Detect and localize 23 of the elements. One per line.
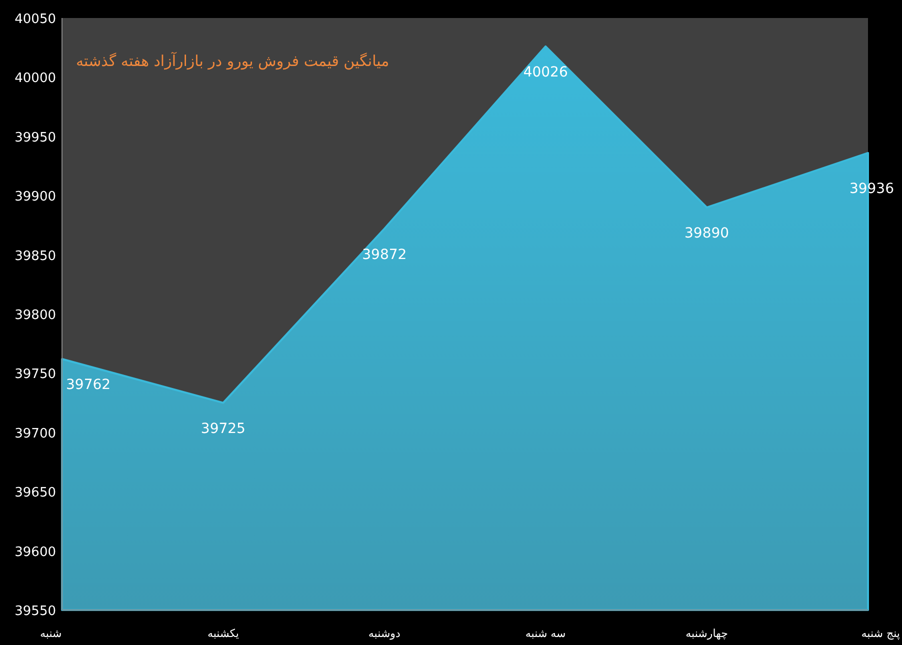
y-tick-label: 40050 bbox=[14, 12, 56, 27]
y-tick-label: 39700 bbox=[14, 426, 56, 442]
y-tick-label: 39600 bbox=[14, 544, 56, 560]
y-tick-label: 39900 bbox=[14, 190, 56, 205]
data-label: 39725 bbox=[200, 420, 246, 437]
data-label: 39890 bbox=[684, 225, 730, 242]
text: میانگین قیمت فروش یورو در بازارآزاد هفته گذشته bbox=[76, 51, 390, 70]
y-tick-label: 39850 bbox=[14, 248, 56, 264]
y-tick-label: 39650 bbox=[14, 486, 56, 501]
x-tick-label: چهارشنبه bbox=[686, 627, 728, 640]
y-tick-label: 39550 bbox=[14, 604, 56, 619]
data-label: 39872 bbox=[362, 246, 407, 263]
y-tick-label: 39750 bbox=[14, 367, 56, 382]
x-tick-label: دوشنبه bbox=[368, 627, 400, 640]
data-label: 40026 bbox=[523, 64, 568, 80]
y-tick-label: 40000 bbox=[14, 71, 56, 86]
data-label: 39762 bbox=[66, 376, 111, 393]
y-tick-label: 39800 bbox=[14, 308, 56, 323]
x-tick-label: یکشنبه bbox=[207, 627, 239, 640]
x-tick-label: شنبه bbox=[40, 627, 62, 640]
x-tick-label: سه شنبه bbox=[525, 627, 566, 640]
x-tick-label: پنج شنبه bbox=[861, 627, 900, 640]
y-tick-label: 39950 bbox=[14, 130, 56, 146]
